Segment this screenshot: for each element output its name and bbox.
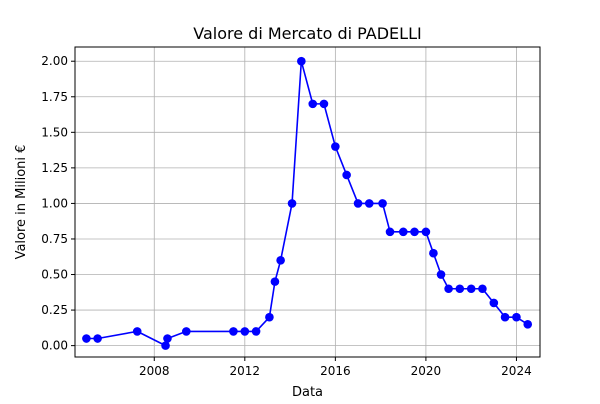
x-tick-label: 2008 — [139, 364, 170, 378]
data-point — [342, 170, 351, 180]
y-tick-label: 0.75 — [41, 232, 68, 246]
x-tick-label: 2024 — [501, 364, 532, 378]
y-tick-label: 1.50 — [41, 125, 68, 139]
x-axis-title: Data — [292, 385, 323, 400]
data-point — [410, 227, 419, 237]
x-tick-label: 2012 — [230, 364, 261, 378]
data-point — [319, 99, 329, 109]
data-point — [229, 327, 238, 336]
data-point — [444, 284, 453, 294]
data-point — [455, 284, 465, 294]
chart-title: Valore di Mercato di PADELLI — [193, 24, 421, 43]
y-tick-label: 0.50 — [41, 268, 68, 282]
data-point — [466, 284, 476, 294]
tick-layer: 2008 2012 2016 2020 2024 0.00 0.25 0.50 0.75 1.00… — [41, 54, 531, 378]
y-tick-label: 2.00 — [41, 54, 68, 68]
x-tick-label: 2020 — [411, 364, 442, 378]
data-point — [421, 227, 431, 237]
y-tick-label: 1.00 — [41, 196, 68, 210]
data-point — [331, 142, 340, 151]
data-point — [82, 334, 91, 343]
data-point — [478, 284, 487, 294]
data-point — [489, 298, 499, 308]
data-point — [308, 99, 318, 109]
data-point — [364, 199, 374, 208]
data-point — [270, 277, 280, 286]
data-point — [265, 312, 274, 322]
series-layer — [82, 56, 533, 350]
data-point — [182, 327, 191, 336]
data-point — [132, 327, 142, 336]
data-point — [353, 199, 363, 208]
y-tick-label: 0.25 — [41, 303, 68, 317]
data-point — [512, 312, 521, 322]
data-point — [523, 319, 533, 329]
data-point — [500, 312, 510, 322]
data-point — [276, 256, 285, 265]
data-point — [429, 248, 438, 258]
data-point — [436, 270, 446, 279]
data-point — [161, 341, 170, 350]
y-axis-title: Valore in Milioni € — [14, 145, 29, 260]
data-point — [163, 334, 172, 343]
data-point — [398, 227, 408, 237]
data-point — [240, 327, 250, 336]
data-point — [385, 227, 395, 237]
data-point — [93, 334, 102, 343]
x-tick-label: 2016 — [320, 364, 351, 378]
y-tick-label: 0.00 — [41, 339, 68, 353]
y-tick-label: 1.75 — [41, 90, 68, 104]
grid-layer — [75, 47, 540, 357]
data-point — [251, 327, 261, 336]
plot-frame — [74, 46, 541, 358]
data-point — [378, 199, 387, 208]
data-point — [297, 56, 306, 66]
y-tick-label: 1.25 — [41, 161, 68, 175]
data-point — [287, 199, 297, 208]
